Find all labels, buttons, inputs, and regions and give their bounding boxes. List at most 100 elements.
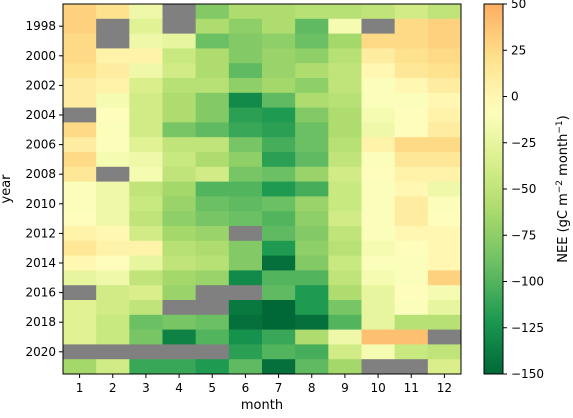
heatmap-cell-missing [162, 300, 197, 316]
heatmap-cell [427, 285, 462, 301]
heatmap-cell [63, 226, 97, 242]
heatmap-cell [162, 285, 197, 301]
heatmap-cell-missing [96, 33, 130, 49]
heatmap-cell [63, 181, 97, 197]
heatmap-cell [427, 240, 462, 257]
heatmap-cell [228, 255, 263, 271]
heatmap-cell [427, 270, 462, 286]
heatmap-cell [361, 300, 396, 316]
heatmap-cell [262, 255, 296, 271]
x-tick-label: 9 [341, 381, 349, 395]
heatmap-cell [328, 240, 362, 257]
x-axis-label: month [241, 398, 283, 413]
heatmap-cell-missing [96, 344, 130, 360]
x-tick-label: 2 [109, 381, 117, 395]
heatmap-cell [394, 152, 429, 168]
heatmap-cell [295, 196, 329, 212]
heatmap-cell [328, 226, 362, 242]
heatmap-cell [129, 196, 163, 212]
heatmap-cell [394, 4, 429, 20]
heatmap-cell [262, 314, 296, 331]
heatmap-cell [162, 329, 197, 345]
y-tick-label: 2010 [25, 197, 56, 211]
heatmap-cell [262, 270, 296, 286]
heatmap-cell [427, 152, 462, 168]
heatmap-cell [96, 226, 130, 242]
heatmap-cell-missing [129, 344, 163, 360]
heatmap-cell [394, 48, 429, 64]
heatmap-cell [328, 181, 362, 197]
heatmap-cell-missing [162, 18, 197, 35]
heatmap-cell [195, 329, 230, 345]
heatmap-cell [328, 122, 362, 138]
heatmap-cell [162, 255, 197, 271]
y-axis-label: year [0, 174, 14, 204]
x-tick-label: 11 [404, 381, 419, 395]
heatmap-cell [96, 122, 130, 138]
heatmap-cell [162, 270, 197, 286]
colorbar-label-end: ) [556, 115, 571, 120]
heatmap-cell [162, 181, 197, 197]
heatmap-cell [195, 314, 230, 331]
heatmap-cell [63, 122, 97, 138]
colorbar-tick-label: −50 [511, 182, 536, 196]
heatmap-cell [228, 4, 263, 20]
heatmap-cell-missing [63, 107, 97, 123]
heatmap-cell [195, 181, 230, 197]
heatmap-cell [328, 48, 362, 64]
heatmap-cell [328, 196, 362, 212]
heatmap-cell [427, 48, 462, 64]
heatmap-cell [427, 359, 462, 375]
x-tick-label: 7 [275, 381, 283, 395]
heatmap-cell [295, 137, 329, 153]
colorbar-tick-label: −150 [511, 367, 544, 381]
heatmap-cell-missing [427, 329, 462, 345]
heatmap-cell [96, 359, 130, 375]
x-tick-label: 5 [208, 381, 216, 395]
heatmap-cell [195, 107, 230, 123]
heatmap-cell [129, 48, 163, 64]
heatmap-cell [96, 4, 130, 20]
heatmap-cell [361, 33, 396, 49]
heatmap-cell [63, 196, 97, 212]
x-axis-ticks: 1 2 3 4 5 6 7 8 9 10 11 12 [76, 374, 452, 395]
heatmap-cell [361, 314, 396, 331]
heatmap-cell [162, 33, 197, 49]
colorbar-tick-label: −100 [511, 275, 544, 289]
y-tick-label: 2002 [25, 78, 56, 92]
heatmap-cell [427, 63, 462, 79]
heatmap-cell [162, 152, 197, 168]
heatmap-cell [295, 78, 329, 94]
x-tick-label: 4 [175, 381, 183, 395]
heatmap-cell-missing [162, 344, 197, 360]
y-tick-label: 2000 [25, 49, 56, 63]
heatmap-cell [228, 166, 263, 183]
heatmap-cell [361, 152, 396, 168]
heatmap-cell [394, 255, 429, 271]
heatmap-cell [63, 255, 97, 271]
heatmap-cell [129, 92, 163, 109]
heatmap-cell [262, 329, 296, 345]
heatmap-cell [361, 166, 396, 183]
heatmap-cell [162, 137, 197, 153]
heatmap-cell [228, 196, 263, 212]
colorbar-tick-label: 25 [511, 43, 526, 57]
heatmap-cell [262, 285, 296, 301]
plot-frame [62, 3, 462, 375]
heatmap-cell [262, 4, 296, 20]
heatmap-cell [262, 181, 296, 197]
heatmap-cell [228, 137, 263, 153]
heatmap-cell [262, 137, 296, 153]
heatmap-cell [295, 314, 329, 331]
heatmap-cell [394, 107, 429, 123]
heatmap-cell [129, 107, 163, 123]
heatmap-cell [195, 18, 230, 35]
heatmap-cell [63, 18, 97, 35]
heatmap-cell [63, 359, 97, 375]
heatmap-cell [228, 211, 263, 227]
heatmap-cell [328, 152, 362, 168]
heatmap-cell [96, 152, 130, 168]
heatmap-cell [228, 63, 263, 79]
colorbar-label-exp1: −2 [555, 180, 565, 193]
